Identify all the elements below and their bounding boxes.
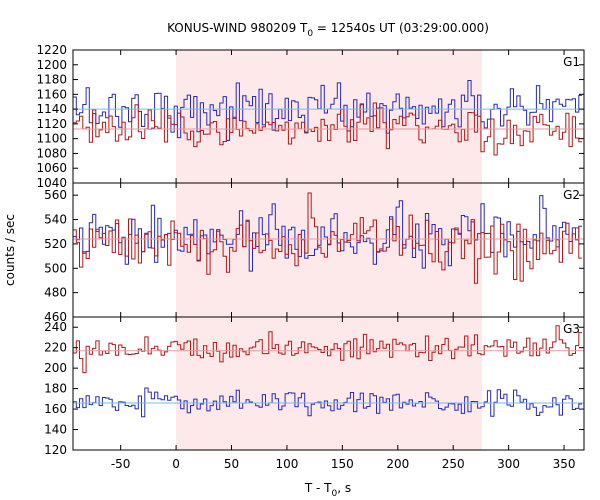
x-tick-label: -50: [111, 457, 131, 471]
y-tick-label: 180: [44, 382, 67, 396]
y-tick-label: 240: [44, 320, 67, 334]
panel-frame: [72, 316, 585, 451]
y-tick-label: 1100: [36, 132, 67, 146]
x-tick-label: 50: [224, 457, 239, 471]
panel-label: G2: [563, 188, 580, 202]
interval-shade: [176, 50, 483, 183]
y-tick-label: 460: [44, 310, 67, 324]
y-tick-label: 220: [44, 341, 67, 355]
y-tick-label: 1160: [36, 87, 67, 101]
panel-label: G3: [563, 322, 580, 336]
y-tick-label: 120: [44, 443, 67, 457]
x-tick-label: 300: [497, 457, 520, 471]
y-tick-label: 520: [44, 237, 67, 251]
chart-title: KONUS-WIND 980209 T0 = 12540s UT (03:29:…: [167, 21, 489, 39]
y-tick-label: 140: [44, 423, 67, 437]
y-tick-label: 1040: [36, 176, 67, 190]
panel-g3: 120 140 160 180 200 220 240 G3: [44, 316, 585, 457]
y-tick-label: 560: [44, 188, 67, 202]
x-tick-label: 250: [442, 457, 465, 471]
x-tick-label: 150: [331, 457, 354, 471]
x-tick-label: 100: [275, 457, 298, 471]
y-tick-label: 1140: [36, 102, 67, 116]
y-tick-label: 1080: [36, 146, 67, 160]
y-tick-label: 160: [44, 402, 67, 416]
x-axis-title: T - T0, s: [304, 481, 351, 499]
panel-label: G1: [563, 55, 580, 69]
panel-g1: 1040106010801100112011401160118012001220…: [36, 43, 585, 190]
y-tick-label: 1180: [36, 73, 67, 87]
y-tick-label: 1120: [36, 117, 67, 131]
panel-g2: 460 480 500 520 540 560 G2: [44, 182, 585, 324]
series-red-line: [73, 102, 583, 156]
chart-panels: 1040106010801100112011401160118012001220…: [36, 43, 585, 471]
y-tick-label: 1220: [36, 43, 67, 57]
x-tick-label: 200: [386, 457, 409, 471]
y-tick-label: 500: [44, 261, 67, 275]
y-tick-label: 480: [44, 286, 67, 300]
y-tick-label: 1060: [36, 161, 67, 175]
series-red-line: [73, 325, 583, 374]
series-blue-line: [73, 80, 583, 141]
y-tick-label: 540: [44, 213, 67, 227]
y-axis-title: counts / sec: [3, 214, 17, 286]
x-tick-label: 350: [553, 457, 576, 471]
interval-shade: [176, 183, 483, 317]
interval-shade: [176, 317, 483, 450]
y-tick-label: 1200: [36, 58, 67, 72]
y-tick-label: 200: [44, 361, 67, 375]
x-tick-label: 0: [172, 457, 180, 471]
